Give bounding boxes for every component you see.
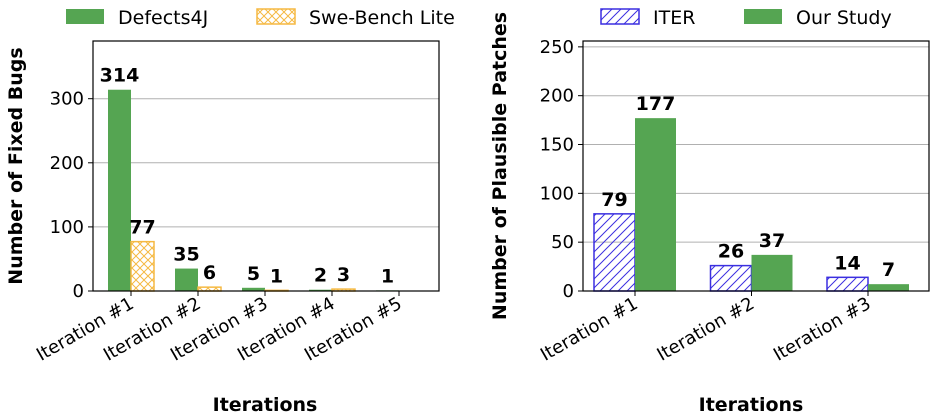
right-data-label: 14 <box>834 252 860 274</box>
right-bar-iter <box>826 276 869 292</box>
right-plot-frame <box>582 40 930 292</box>
left-legend-label: Swe-Bench Lite <box>309 7 455 29</box>
right-bar-iter <box>593 213 636 292</box>
right-legend-1-swatch <box>744 9 782 24</box>
left-plot-frame <box>92 40 440 292</box>
left-bar-defects4j <box>242 287 265 291</box>
right-y-tick-label: 100 <box>540 183 574 204</box>
left-data-label: 5 <box>247 263 260 285</box>
left-legend-0-swatch <box>66 9 104 24</box>
left-legend-1-swatch <box>256 8 296 25</box>
left-data-label: 2 <box>314 265 327 287</box>
right-data-labels: 79 177 26 37 14 7 <box>601 93 895 281</box>
right-legend-label: Our Study <box>796 7 892 29</box>
right-y-tick-label: 150 <box>540 135 574 156</box>
right-y-tick-label: 250 <box>540 37 574 58</box>
left-legend: Defects4J Swe-Bench Lite <box>66 7 455 29</box>
right-data-label: 37 <box>759 230 785 252</box>
right-legend-label: ITER <box>653 7 695 29</box>
right-y-tick-label: 200 <box>540 86 574 107</box>
right-x-tick-label: Iteration #1 <box>537 293 642 365</box>
right-bars <box>593 118 909 292</box>
right-x-axis-label: Iterations <box>699 394 804 416</box>
right-bar-our-study <box>635 118 676 291</box>
right-y-axis-label: Number of Plausible Patches <box>489 12 511 320</box>
left-y-tick-label: 100 <box>50 217 84 238</box>
left-data-label: 1 <box>381 265 394 287</box>
right-data-label: 79 <box>601 189 627 211</box>
left-y-axis-label: Number of Fixed Bugs <box>5 47 27 284</box>
right-x-ticks: Iteration #1 Iteration #2 Iteration #3 <box>537 291 875 366</box>
left-data-label: 6 <box>203 262 216 284</box>
chart-plausible-patches: 79 177 26 37 14 7 0 50 100 150 200 250 Iteration #… <box>489 7 930 416</box>
left-bar-defects4j <box>175 268 198 291</box>
left-legend-label: Defects4J <box>118 7 208 29</box>
left-bar-defects4j <box>309 289 332 291</box>
right-bar-our-study <box>751 254 793 291</box>
left-y-tick-label: 200 <box>50 153 84 174</box>
right-legend: ITER Our Study <box>600 7 892 29</box>
right-y-ticks: 0 50 100 150 200 250 <box>540 37 583 302</box>
left-bars <box>108 89 399 292</box>
right-data-label: 26 <box>718 241 744 263</box>
left-data-label: 77 <box>129 217 155 239</box>
right-legend-0-swatch <box>600 8 640 25</box>
left-y-ticks: 0 100 200 300 <box>50 89 93 302</box>
right-bar-iter <box>709 264 753 292</box>
left-data-label: 35 <box>173 244 199 266</box>
left-data-label: 314 <box>100 65 140 87</box>
left-y-tick-label: 0 <box>73 281 84 302</box>
right-data-label: 7 <box>882 259 895 281</box>
right-bar-our-study <box>868 284 909 291</box>
right-x-tick-label: Iteration #3 <box>770 293 875 365</box>
left-data-label: 1 <box>270 265 283 287</box>
right-x-tick-label: Iteration #2 <box>653 293 758 365</box>
right-y-tick-label: 0 <box>563 281 574 302</box>
left-x-axis-label: Iterations <box>213 394 318 416</box>
right-y-tick-label: 50 <box>551 232 574 253</box>
left-y-tick-label: 300 <box>50 89 84 110</box>
left-bar-defects4j <box>108 89 131 291</box>
right-data-label: 177 <box>636 93 676 115</box>
left-data-label: 3 <box>337 264 350 286</box>
left-bar-swe-bench-lite <box>130 240 155 292</box>
